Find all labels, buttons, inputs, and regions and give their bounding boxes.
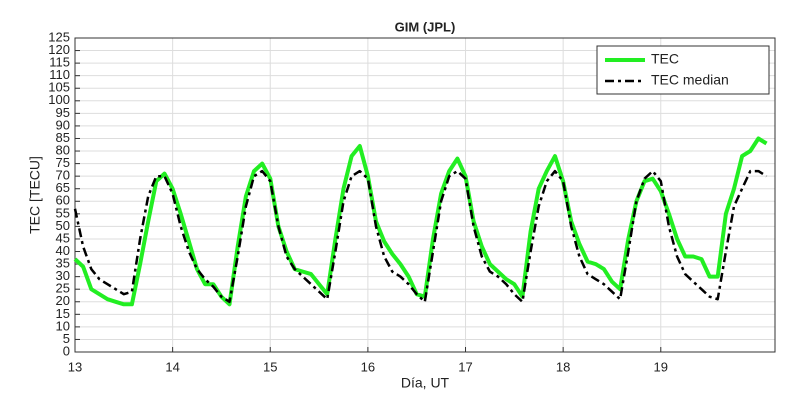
data-line: [73, 169, 768, 304]
x-axis-label: Día, UT: [401, 375, 450, 391]
y-tick-label: 10: [56, 318, 70, 333]
y-tick-label: 90: [56, 117, 70, 132]
y-tick-label: 80: [56, 142, 70, 157]
x-tick-label: 14: [165, 359, 179, 374]
x-tick-label: 16: [361, 359, 375, 374]
y-tick-label: 100: [48, 92, 70, 107]
y-tick-label: 85: [56, 130, 70, 145]
y-tick-label: 70: [56, 168, 70, 183]
legend-box: [596, 45, 770, 95]
y-tick-label: 0: [63, 343, 70, 358]
y-tick-label: 25: [56, 281, 70, 296]
y-tick-label: 35: [56, 256, 70, 271]
y-tick-label: 125: [48, 29, 70, 44]
y-tick-label: 40: [56, 243, 70, 258]
x-tick-label: 15: [263, 359, 277, 374]
y-tick-label: 60: [56, 193, 70, 208]
y-tick-label: 105: [48, 80, 70, 95]
x-tick-label: 19: [654, 359, 668, 374]
y-tick-label: 50: [56, 218, 70, 233]
x-tick-label: 17: [458, 359, 472, 374]
y-tick-label: 15: [56, 306, 70, 321]
legend-label: TEC median: [651, 72, 729, 88]
x-tick-label: 13: [68, 359, 82, 374]
y-tick-label: 45: [56, 230, 70, 245]
y-tick-label: 55: [56, 205, 70, 220]
y-tick-label: 30: [56, 268, 70, 283]
y-tick-label: 95: [56, 105, 70, 120]
y-tick-label: 120: [48, 42, 70, 57]
y-tick-label: 5: [63, 331, 70, 346]
y-tick-label: 110: [49, 67, 70, 82]
legend-label: TEC: [651, 51, 679, 67]
y-tick-label: 65: [56, 180, 70, 195]
y-tick-label: 115: [49, 55, 70, 70]
y-axis-label: TEC [TECU]: [27, 156, 43, 234]
x-tick-label: 18: [556, 359, 570, 374]
plot-frame: [74, 37, 776, 353]
data-line: [73, 136, 768, 307]
y-tick-label: 75: [56, 155, 70, 170]
chart-title: GIM (JPL): [395, 19, 456, 34]
y-tick-label: 20: [56, 293, 70, 308]
